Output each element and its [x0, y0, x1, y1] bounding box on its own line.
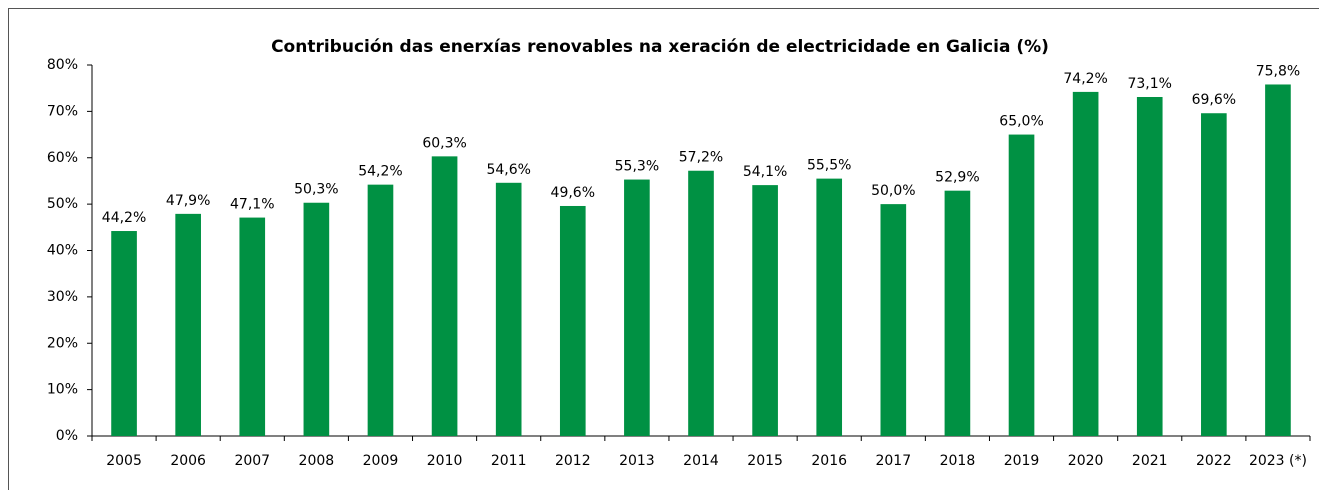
x-tick-label: 2010	[427, 453, 463, 469]
x-tick-label: 2006	[170, 453, 206, 469]
data-label: 50,3%	[294, 182, 338, 198]
x-tick-label: 2020	[1068, 453, 1104, 469]
data-label: 47,9%	[166, 193, 210, 209]
data-label: 65,0%	[999, 114, 1043, 130]
bar	[1201, 113, 1227, 436]
bar	[816, 178, 843, 436]
x-tick-label: 2023 (*)	[1249, 453, 1307, 469]
x-tick-label: 2013	[619, 453, 655, 469]
x-tick-label: 2014	[683, 453, 719, 469]
x-tick-label: 2015	[747, 453, 783, 469]
x-tick-label: 2018	[940, 453, 976, 469]
bar	[239, 217, 266, 436]
y-tick-label: 30%	[47, 289, 78, 305]
data-label: 50,0%	[871, 183, 915, 199]
bar	[944, 190, 971, 436]
bar	[624, 179, 650, 436]
x-tick-label: 2005	[106, 453, 142, 469]
data-label: 55,3%	[615, 159, 659, 175]
data-label: 54,2%	[358, 164, 402, 180]
x-tick-label: 2009	[363, 453, 399, 469]
data-label: 49,6%	[551, 185, 595, 201]
frame	[8, 8, 1319, 490]
x-tick-label: 2021	[1132, 453, 1168, 469]
data-label: 55,5%	[807, 158, 851, 174]
bar	[1265, 84, 1291, 436]
data-label: 74,2%	[1063, 71, 1107, 87]
data-label: 54,1%	[743, 164, 787, 180]
data-label: 73,1%	[1127, 76, 1171, 92]
bar	[175, 213, 201, 436]
data-label: 52,9%	[935, 170, 979, 186]
bar	[303, 202, 330, 436]
bar	[559, 205, 586, 436]
bar	[111, 231, 137, 436]
bar	[880, 204, 907, 436]
data-label: 54,6%	[486, 162, 530, 178]
y-tick-label: 80%	[47, 57, 78, 73]
bar	[1008, 134, 1035, 436]
y-tick-label: 50%	[47, 196, 78, 212]
data-label: 57,2%	[679, 150, 723, 166]
bar	[1136, 96, 1163, 436]
data-label: 60,3%	[422, 135, 466, 151]
x-tick-label: 2007	[234, 453, 270, 469]
bar	[495, 182, 522, 436]
x-tick-label: 2011	[491, 453, 527, 469]
x-tick-label: 2017	[875, 453, 911, 469]
y-tick-label: 0%	[56, 428, 78, 444]
y-tick-label: 20%	[47, 335, 78, 351]
x-tick-label: 2012	[555, 453, 591, 469]
data-label: 75,8%	[1256, 63, 1300, 79]
x-tick-label: 2019	[1004, 453, 1040, 469]
bar	[688, 170, 714, 437]
chart-title: Contribución das enerxías renovables na …	[271, 37, 1049, 57]
x-tick-label: 2016	[811, 453, 847, 469]
y-tick-label: 70%	[47, 103, 78, 119]
bar	[367, 184, 394, 436]
bar	[752, 185, 778, 436]
data-label: 69,6%	[1192, 92, 1236, 108]
y-tick-label: 10%	[47, 382, 78, 398]
data-label: 47,1%	[230, 197, 274, 213]
bar	[431, 156, 458, 436]
x-tick-label: 2022	[1196, 453, 1232, 469]
x-tick-label: 2008	[299, 453, 335, 469]
bar	[1072, 91, 1099, 437]
data-label: 44,2%	[102, 210, 146, 226]
y-tick-label: 60%	[47, 150, 78, 166]
y-tick-label: 40%	[47, 243, 78, 259]
